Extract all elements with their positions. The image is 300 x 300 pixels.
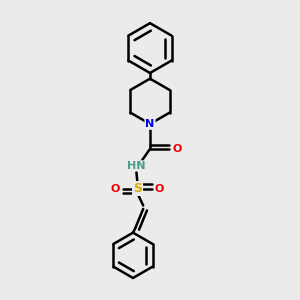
Text: O: O (111, 184, 120, 194)
Text: O: O (172, 144, 182, 154)
Text: O: O (155, 184, 164, 194)
Text: HN: HN (127, 161, 146, 171)
Text: S: S (133, 182, 142, 195)
Text: N: N (146, 119, 154, 129)
